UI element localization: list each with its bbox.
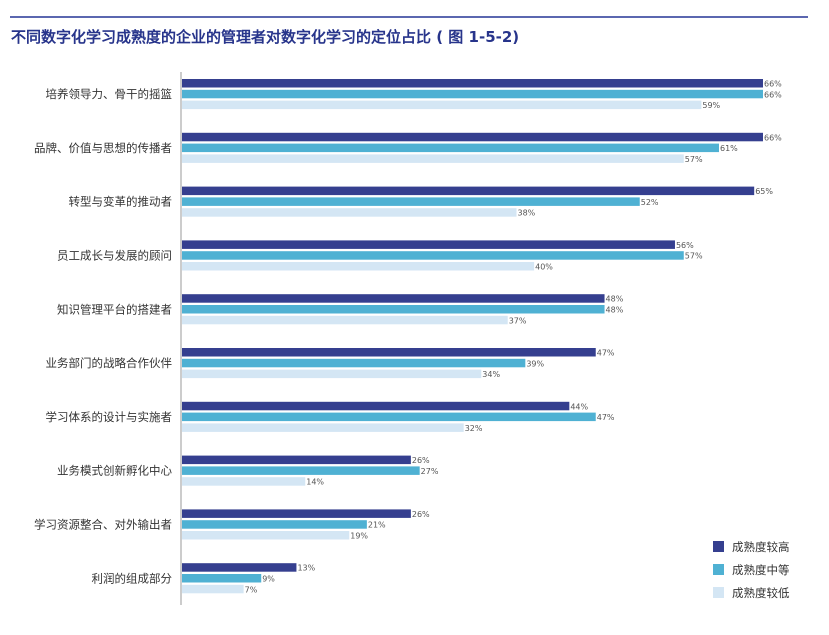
category-label: 员工成长与发展的顾问	[57, 248, 172, 262]
category-label: 学习资源整合、对外输出者	[34, 517, 172, 531]
data-label: 32%	[465, 424, 483, 433]
bar	[182, 466, 420, 475]
bar	[182, 251, 684, 260]
data-label: 9%	[262, 575, 275, 584]
bar	[182, 584, 244, 594]
category-label: 学习体系的设计与实施者	[46, 410, 173, 424]
bar	[182, 100, 702, 110]
bar	[182, 477, 306, 486]
legend-swatch	[713, 564, 724, 575]
bar	[182, 563, 297, 572]
category-label: 业务模式创新孵化中心	[57, 464, 172, 478]
bar	[182, 509, 411, 518]
data-label: 7%	[245, 585, 258, 594]
bar	[182, 315, 508, 325]
data-label: 27%	[421, 467, 439, 476]
data-label: 48%	[606, 306, 624, 315]
bar	[182, 240, 675, 249]
bar	[182, 455, 411, 465]
legend-label: 成熟度较低	[732, 586, 790, 600]
bar	[182, 305, 605, 314]
data-label: 38%	[518, 209, 536, 218]
data-label: 59%	[702, 101, 720, 110]
legend-label: 成熟度较高	[732, 540, 790, 554]
bar	[182, 520, 367, 529]
bar	[182, 574, 262, 583]
data-label: 52%	[641, 198, 659, 207]
bar	[182, 143, 719, 153]
data-label: 66%	[764, 133, 782, 142]
bar	[182, 369, 482, 379]
bar	[182, 294, 605, 303]
category-label: 培养领导力、骨干的摇篮	[46, 87, 173, 101]
data-label: 56%	[676, 241, 694, 250]
data-label: 19%	[350, 532, 368, 541]
bar	[182, 401, 570, 411]
bar	[182, 412, 596, 422]
chart-title: 不同数字化学习成熟度的企业的管理者对数字化学习的定位占比 ( 图 1-5-2)	[11, 28, 520, 46]
data-label: 39%	[526, 359, 544, 368]
bar	[182, 89, 763, 99]
data-label: 44%	[570, 402, 588, 411]
data-label: 47%	[597, 349, 615, 358]
data-label: 66%	[764, 90, 782, 99]
legend-swatch	[713, 541, 724, 552]
bar	[182, 79, 763, 88]
data-label: 37%	[509, 316, 527, 325]
bar	[182, 423, 464, 432]
data-label: 65%	[755, 187, 773, 196]
data-label: 57%	[685, 252, 703, 261]
bar	[182, 154, 684, 163]
bar	[182, 132, 763, 142]
bar	[182, 262, 535, 271]
title-rule	[10, 16, 808, 18]
data-label: 66%	[764, 80, 782, 89]
data-label: 26%	[412, 456, 430, 465]
bar	[182, 531, 350, 540]
category-label: 知识管理平台的搭建者	[57, 302, 172, 316]
category-label: 转型与变革的推动者	[69, 195, 173, 209]
category-label: 利润的组成部分	[92, 571, 173, 585]
data-label: 40%	[535, 263, 553, 272]
data-label: 48%	[606, 295, 624, 304]
data-label: 21%	[368, 521, 386, 530]
category-label: 业务部门的战略合作伙伴	[46, 356, 173, 370]
data-label: 61%	[720, 144, 738, 153]
bar	[182, 197, 640, 206]
category-label: 品牌、价值与思想的传播者	[34, 141, 172, 155]
data-label: 34%	[482, 370, 500, 379]
legend-swatch	[713, 587, 724, 598]
data-label: 13%	[297, 564, 315, 573]
data-label: 57%	[685, 155, 703, 164]
data-label: 14%	[306, 478, 324, 487]
bar	[182, 186, 755, 196]
legend-label: 成熟度中等	[732, 563, 790, 577]
data-label: 26%	[412, 510, 430, 519]
bar	[182, 348, 596, 357]
data-label: 47%	[597, 413, 615, 422]
bar	[182, 358, 526, 368]
bar	[182, 208, 517, 217]
